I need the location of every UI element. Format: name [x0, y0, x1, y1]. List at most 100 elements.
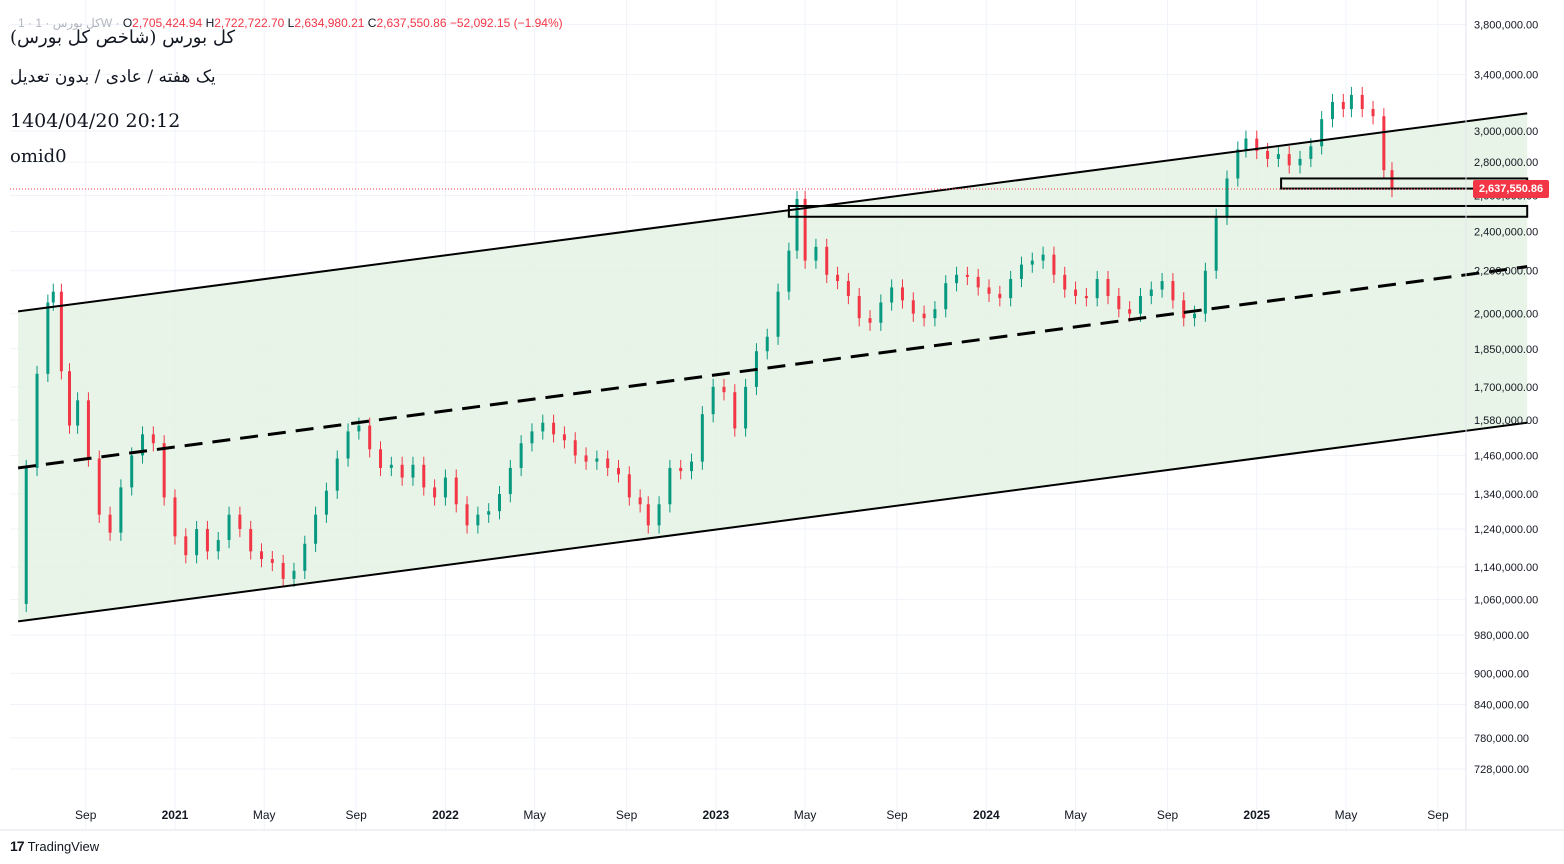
candle-body: [1030, 260, 1034, 265]
candle-body: [825, 246, 829, 275]
candle-body: [1214, 216, 1218, 271]
candle-body: [606, 458, 610, 468]
candle-body: [162, 443, 166, 498]
price-tick-label: 2,800,000.00: [1474, 157, 1538, 169]
price-tick-label: 900,000.00: [1474, 668, 1529, 680]
candle-body: [733, 392, 737, 429]
price-tick-label: 2,400,000.00: [1474, 227, 1538, 239]
candle-body: [1128, 309, 1132, 314]
candle-body: [24, 467, 28, 604]
candle-body: [130, 455, 134, 488]
low-label: L: [287, 16, 295, 30]
candle-body: [879, 302, 883, 323]
time-tick-label: May: [523, 808, 546, 822]
candle-body: [1138, 295, 1142, 314]
candle-body: [1203, 270, 1207, 314]
candle-body: [965, 274, 969, 277]
candle-body: [238, 514, 242, 529]
candle-body: [787, 250, 791, 292]
channel-median-line: [17, 265, 1528, 470]
chart-datetime: 1404/04/20 20:12: [10, 110, 181, 132]
candle-body: [998, 293, 1002, 299]
candle-body: [46, 302, 50, 374]
candle-body: [595, 458, 599, 462]
candle-body: [422, 464, 426, 488]
candle-body: [1160, 281, 1164, 290]
candle-body: [552, 422, 556, 435]
time-tick-label: 2024: [973, 808, 1000, 822]
candle-body: [1009, 278, 1013, 299]
candle-body: [411, 464, 415, 478]
candle-body: [498, 494, 502, 512]
price-tick-label: 728,000.00: [1474, 764, 1529, 776]
time-tick-label: Sep: [886, 808, 908, 822]
candle-body: [119, 487, 123, 533]
candle-body: [76, 400, 80, 426]
candle-body: [51, 291, 55, 303]
candle-body: [1106, 278, 1110, 296]
price-tick-label: 2,200,000.00: [1474, 266, 1538, 278]
candle-body: [205, 528, 209, 552]
candle-body: [530, 431, 534, 444]
open-value: 2,705,424.94: [132, 16, 203, 30]
candle-body: [476, 514, 480, 526]
candle-body: [890, 287, 894, 303]
candle-body: [846, 281, 850, 296]
candle-body: [627, 474, 631, 498]
candle-body: [487, 511, 491, 515]
candle-body: [379, 449, 383, 468]
time-tick-label: May: [1064, 808, 1087, 822]
candle-body: [184, 536, 188, 556]
candle-body: [227, 514, 231, 541]
tradingview-mark-icon: 17: [10, 838, 25, 854]
candle-body: [1117, 295, 1121, 310]
candle-body: [900, 287, 904, 301]
candle-body: [814, 246, 818, 261]
candle-body: [1371, 109, 1375, 117]
price-tick-label: 1,140,000.00: [1474, 562, 1538, 574]
candle-body: [803, 198, 807, 261]
candle-body: [108, 514, 112, 533]
high-value: 2,722,722.70: [214, 16, 285, 30]
candle-body: [1255, 138, 1259, 151]
candle-body: [1382, 116, 1386, 171]
candle-body: [657, 504, 661, 526]
candles: [24, 86, 1394, 613]
candle-body: [1320, 119, 1324, 147]
time-axis[interactable]: Sep 2021 May Sep 2022 May Sep 2023 May Sep 2024 May…: [75, 808, 1449, 822]
trend-lines: [17, 112, 1528, 623]
candle-body: [433, 487, 437, 498]
time-tick-label: 2023: [703, 808, 730, 822]
candle-body: [1309, 146, 1313, 159]
time-tick-label: 2025: [1243, 808, 1270, 822]
price-axis[interactable]: 3,800,000.00 3,400,000.00 3,000,000.00 2,80…: [1474, 20, 1538, 776]
candle-body: [195, 528, 199, 556]
price-tick-label: 1,060,000.00: [1474, 595, 1538, 607]
tradingview-logo[interactable]: 17 TradingView: [10, 838, 99, 854]
candle-body: [1244, 138, 1248, 150]
candle-body: [1276, 154, 1280, 159]
candle-body: [67, 371, 71, 426]
candle-body: [976, 276, 980, 288]
open-label: O: [122, 16, 133, 30]
channel-upper-line: [17, 112, 1528, 313]
candle-body: [1287, 154, 1291, 166]
candle-body: [541, 422, 545, 432]
candle-body: [1349, 94, 1353, 110]
candle-body: [1063, 274, 1067, 290]
candle-body: [1095, 278, 1099, 299]
candle-body: [454, 477, 458, 505]
candle-body: [584, 455, 588, 462]
candle-body: [443, 477, 447, 498]
price-tick-label: 840,000.00: [1474, 699, 1529, 711]
candle-body: [1149, 289, 1153, 296]
price-tick-label: 1,240,000.00: [1474, 524, 1538, 536]
candle-body: [1041, 254, 1045, 261]
time-tick-label: Sep: [345, 808, 367, 822]
candle-body: [141, 434, 145, 456]
candle-body: [1225, 178, 1229, 217]
candle-body: [35, 373, 39, 468]
chart-author: omid0: [10, 146, 67, 167]
candle-body: [400, 464, 404, 478]
